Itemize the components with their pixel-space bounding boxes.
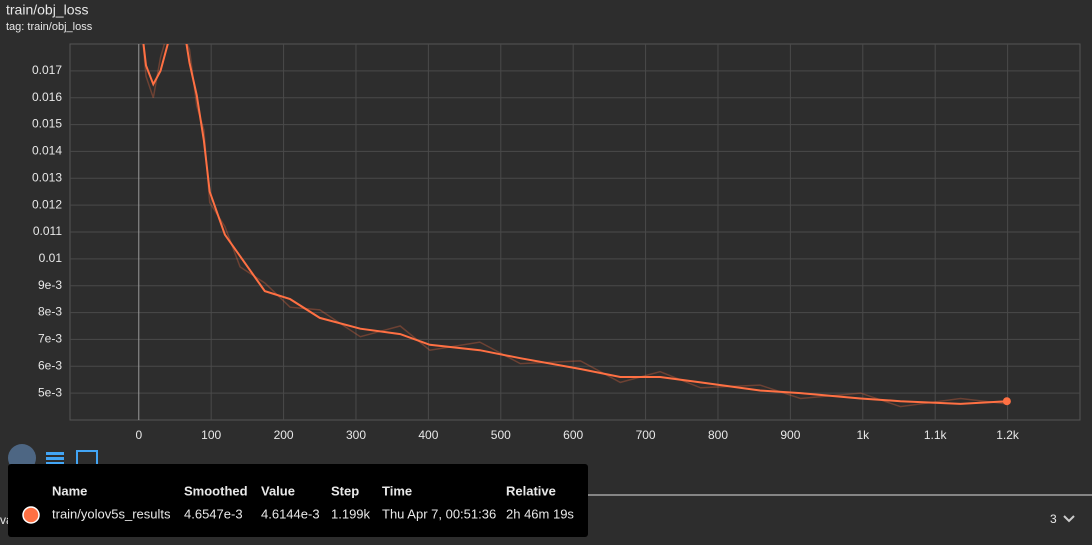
- y-tick-label: 0.017: [32, 63, 62, 77]
- x-tick-label: 500: [491, 428, 511, 442]
- y-tick-label: 0.012: [32, 197, 62, 211]
- x-tick-label: 300: [346, 428, 366, 442]
- chart-subtitle: tag: train/obj_loss: [6, 21, 93, 33]
- end-point: [1002, 397, 1011, 406]
- legend-swatch: [22, 506, 40, 524]
- smoothed-line: [142, 44, 1007, 405]
- tooltip: [8, 464, 588, 537]
- tooltip-cell: 1.199k: [331, 506, 371, 521]
- tooltip-cell: 2h 46m 19s: [506, 506, 574, 521]
- x-tick-label: 0: [135, 428, 142, 442]
- x-tick-label: 1.1k: [924, 428, 948, 442]
- tooltip-header: Value: [261, 483, 295, 498]
- tooltip-header: Step: [331, 483, 359, 498]
- x-tick-label: 900: [780, 428, 800, 442]
- y-tick-label: 7e-3: [38, 332, 62, 346]
- pager: 3: [1050, 512, 1057, 526]
- y-tick-label: 0.01: [39, 251, 63, 265]
- expand-button[interactable]: [76, 450, 98, 467]
- tooltip-header: Name: [52, 483, 87, 498]
- y-tick-label: 0.011: [33, 224, 62, 238]
- x-tick-label: 800: [708, 428, 728, 442]
- y-tick-label: 5e-3: [38, 385, 62, 399]
- tooltip-cell: 4.6144e-3: [261, 506, 320, 521]
- x-tick-label: 600: [563, 428, 583, 442]
- x-tick-label: 1.2k: [996, 428, 1020, 442]
- y-tick-label: 0.014: [32, 144, 62, 158]
- tooltip-cell: Thu Apr 7, 00:51:36: [382, 506, 496, 521]
- y-tick-label: 0.013: [32, 170, 62, 184]
- x-tick-label: 100: [201, 428, 221, 442]
- x-tick-label: 200: [274, 428, 294, 442]
- tooltip-cell: train/yolov5s_results: [52, 506, 171, 521]
- tooltip-header: Relative: [506, 483, 556, 498]
- y-tick-label: 0.016: [32, 90, 62, 104]
- x-tick-label: 1k: [856, 428, 870, 442]
- y-tick-label: 0.015: [32, 117, 62, 131]
- x-tick-label: 700: [636, 428, 656, 442]
- y-tick-label: 6e-3: [38, 358, 62, 372]
- chevron[interactable]: [1063, 515, 1075, 523]
- y-tick-label: 9e-3: [38, 278, 62, 292]
- tooltip-header: Smoothed: [184, 483, 248, 498]
- tooltip-header: Time: [382, 483, 412, 498]
- y-tick-label: 8e-3: [38, 305, 62, 319]
- tooltip-cell: 4.6547e-3: [184, 506, 243, 521]
- list-button[interactable]: [46, 452, 64, 465]
- x-tick-label: 400: [418, 428, 438, 442]
- chart-title: train/obj_loss: [6, 2, 89, 18]
